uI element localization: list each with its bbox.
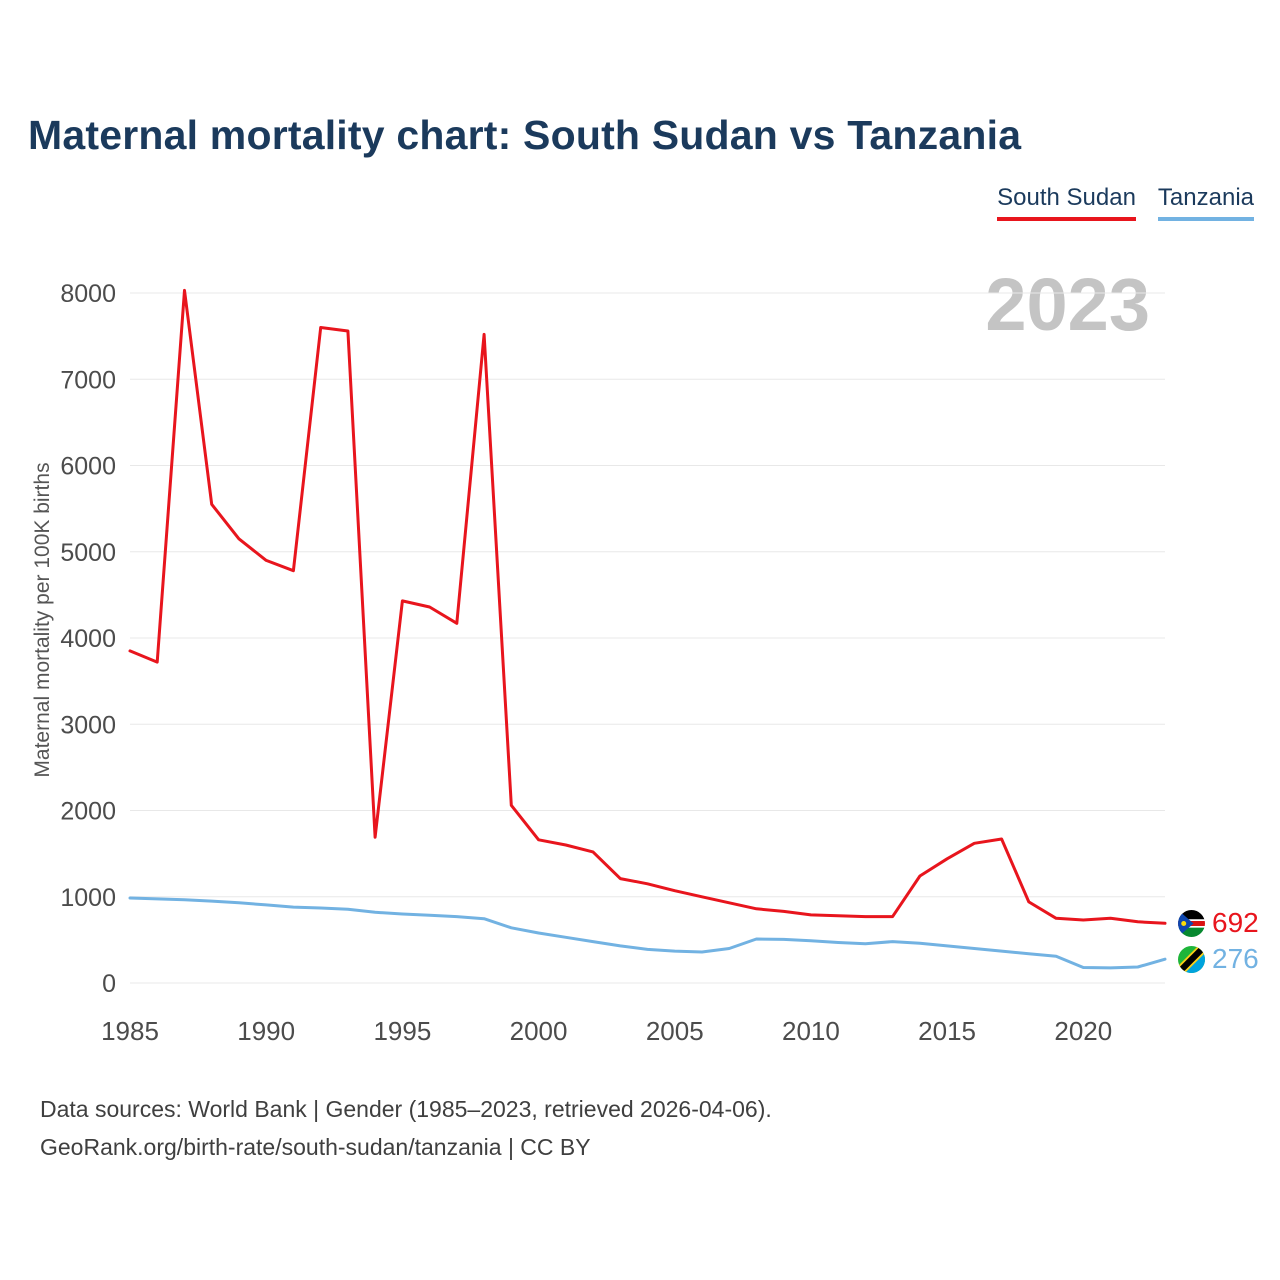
y-tick-label: 8000	[60, 280, 116, 308]
end-value-south-sudan: 692	[1212, 907, 1259, 939]
south-sudan-flag-icon	[1178, 909, 1205, 937]
tanzania-line	[128, 896, 1167, 970]
x-tick-label: 2010	[782, 1016, 840, 1046]
page-title: Maternal mortality chart: South Sudan vs…	[28, 112, 1022, 158]
legend-item-tanzania[interactable]: Tanzania	[1157, 184, 1254, 221]
x-tick-label: 2000	[510, 1016, 568, 1046]
end-value-tanzania: 276	[1212, 943, 1259, 975]
legend-item-south-sudan[interactable]: South Sudan	[997, 184, 1136, 221]
y-tick-label: 5000	[60, 539, 116, 567]
x-tick-label: 2015	[918, 1016, 976, 1046]
year-watermark: 2023	[985, 263, 1150, 346]
y-tick-label: 4000	[60, 625, 116, 653]
x-tick-label: 1985	[101, 1016, 159, 1046]
y-tick-label: 6000	[60, 453, 116, 481]
tanzania-flag-icon	[1178, 945, 1205, 973]
chart-legend: South Sudan Tanzania	[997, 184, 1254, 221]
data-source-line: Data sources: World Bank | Gender (1985–…	[40, 1096, 772, 1122]
south-sudan-line	[128, 288, 1167, 925]
attribution-line: GeoRank.org/birth-rate/south-sudan/tanza…	[40, 1134, 591, 1160]
chart-footer: Data sources: World Bank | Gender (1985–…	[40, 1090, 772, 1166]
y-tick-label: 0	[102, 970, 116, 998]
y-tick-label: 1000	[60, 884, 116, 912]
x-tick-label: 1995	[373, 1016, 431, 1046]
x-tick-label: 2020	[1054, 1016, 1112, 1046]
y-tick-label: 3000	[60, 711, 116, 739]
y-tick-label: 2000	[60, 798, 116, 826]
y-tick-label: 7000	[60, 366, 116, 394]
x-tick-label: 2005	[646, 1016, 704, 1046]
x-tick-label: 1990	[237, 1016, 295, 1046]
